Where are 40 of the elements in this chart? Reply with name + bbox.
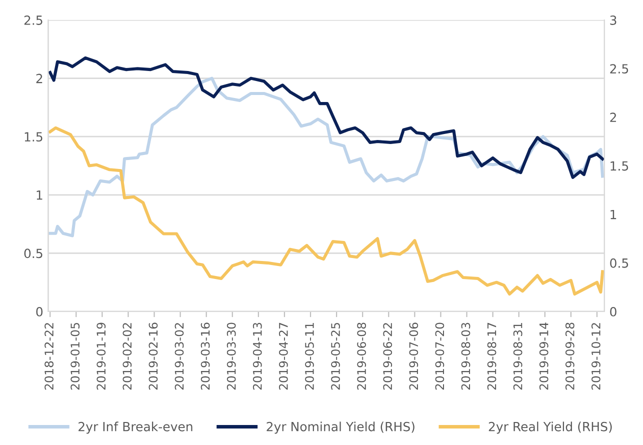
y2-tick-label: 0 — [610, 306, 616, 316]
x-tick-label: 2019-07-20 — [435, 322, 444, 390]
legend-label: 2yr Real Yield (RHS) — [488, 422, 612, 434]
x-tick-label: 2019-03-30 — [226, 322, 236, 390]
y-tick-label: 2.5 — [24, 15, 42, 25]
y-tick-label: 1 — [36, 190, 42, 200]
x-tick-label: 2019-02-02 — [122, 323, 132, 390]
x-tick-label: 2019-01-19 — [96, 322, 106, 390]
y-tick-label: 2 — [36, 74, 42, 84]
legend-label: 2yr Inf Break-even — [78, 422, 192, 434]
x-tick-label: 2019-06-22 — [383, 323, 392, 390]
x-tick-label: 2018-12-22 — [44, 323, 54, 390]
x-tick-label: 2019-02-16 — [148, 322, 158, 390]
y2-tick-label: 0.5 — [610, 258, 628, 268]
y2-tick-label: 2 — [610, 112, 616, 122]
x-tick-label: 2019-08-31 — [513, 323, 522, 390]
line-series — [48, 56, 604, 179]
y2-tick-label: 2.5 — [610, 64, 628, 74]
y2-tick-label: 1.5 — [610, 161, 628, 171]
x-tick-label: 2019-03-16 — [200, 322, 210, 390]
x-tick-label: 2019-01-05 — [70, 322, 80, 390]
legend-label: 2yr Nominal Yield (RHS) — [266, 422, 414, 434]
x-tick-label: 2019-10-12 — [591, 323, 600, 390]
x-tick-label: 2019-07-06 — [409, 322, 418, 390]
x-tick-label: 2019-06-08 — [357, 322, 366, 390]
x-tick-label: 2019-04-13 — [252, 322, 262, 390]
y-tick-label: 0.5 — [24, 248, 42, 258]
x-tick-label: 2019-05-25 — [331, 322, 340, 390]
y-tick-label: 0 — [36, 306, 43, 316]
x-tick-label: 2019-08-03 — [461, 322, 470, 390]
x-tick-label: 2019-03-02 — [174, 323, 184, 390]
line-series — [48, 126, 604, 296]
y-tick-label: 1.5 — [24, 132, 42, 142]
x-tick-label: 2019-04-27 — [278, 322, 288, 390]
x-tick-label: 2019-05-11 — [305, 323, 314, 390]
y2-tick-label: 1 — [610, 210, 616, 220]
x-tick-label: 2019-09-28 — [565, 322, 574, 390]
y2-tick-label: 3 — [610, 15, 616, 25]
x-tick-label: 2019-08-17 — [487, 322, 496, 390]
x-tick-label: 2019-09-14 — [539, 322, 548, 390]
